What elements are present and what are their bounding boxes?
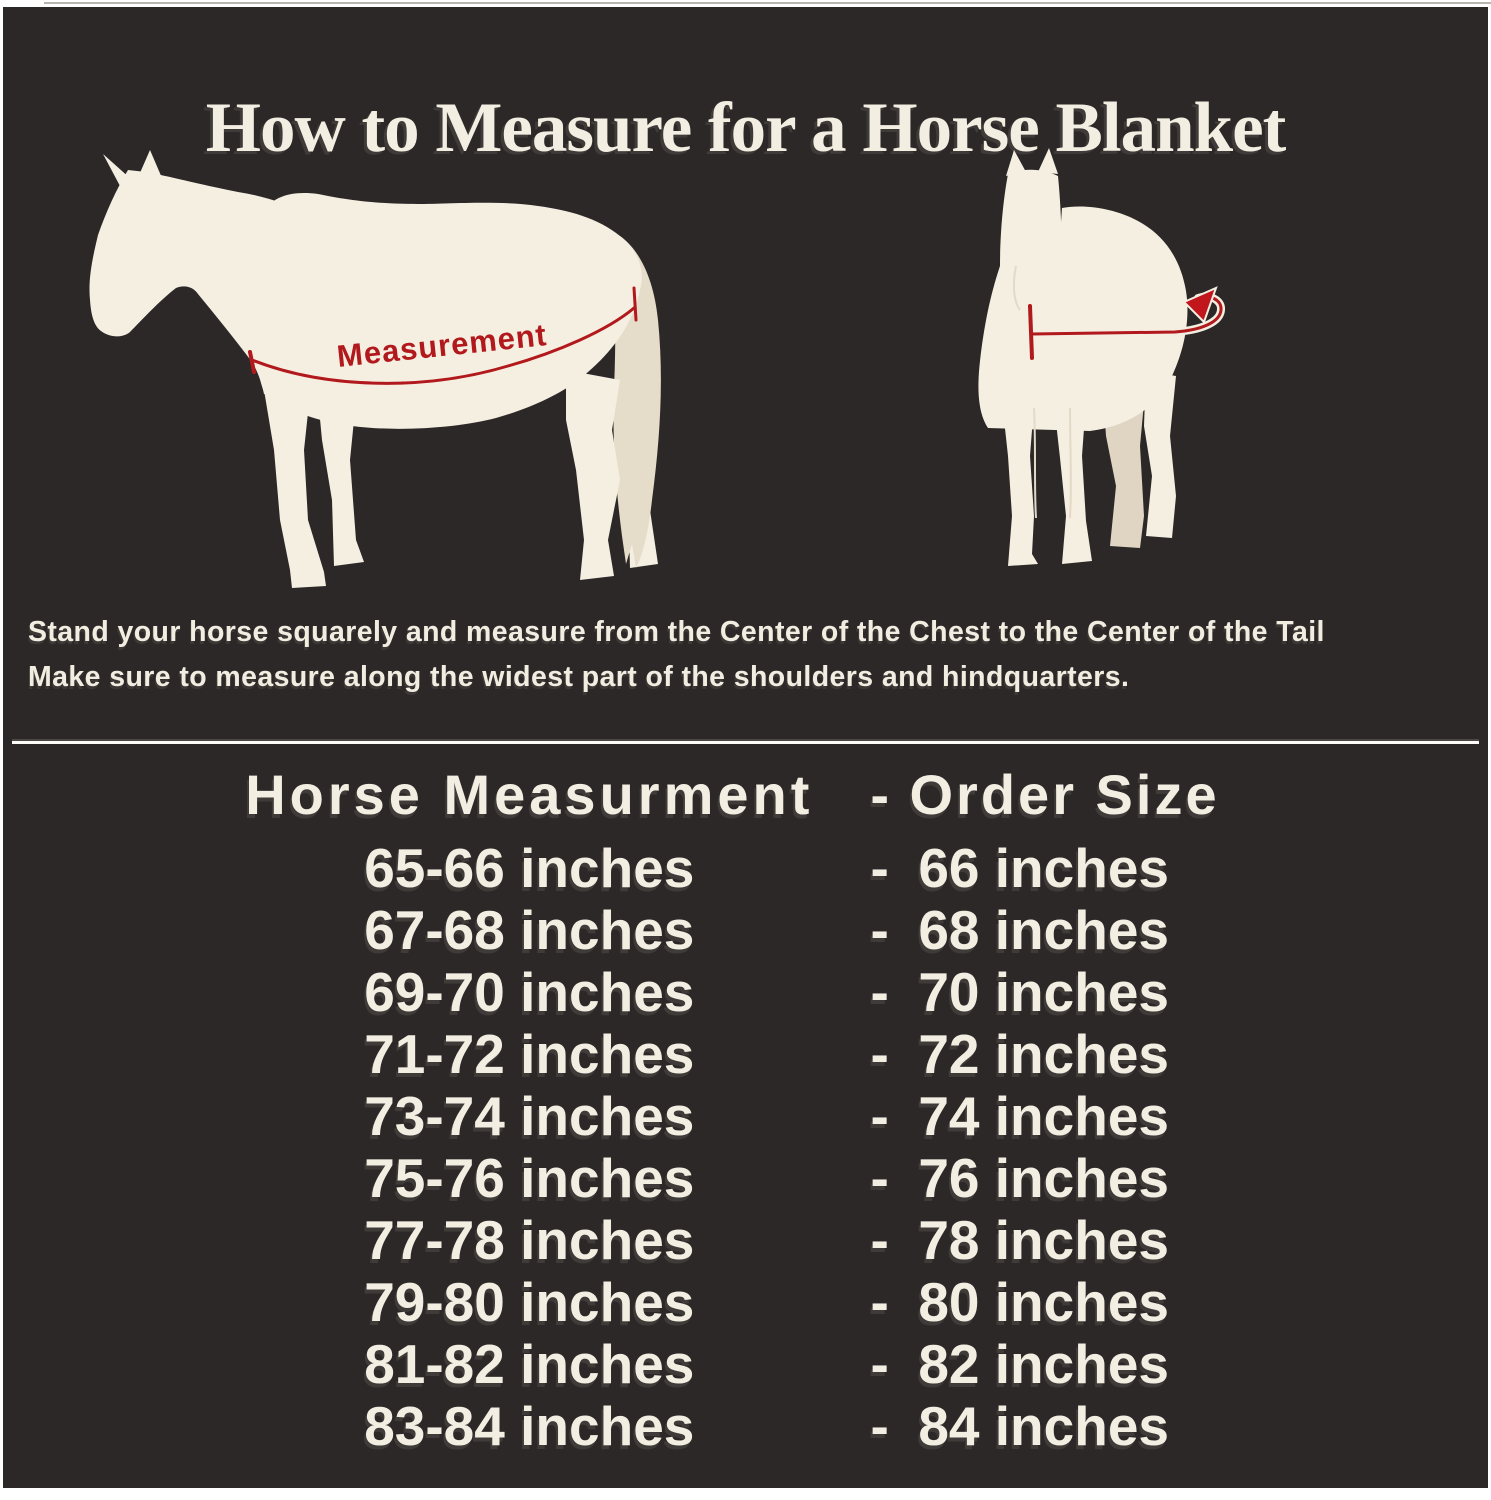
measurement-range: 83-84 inches (364, 1395, 695, 1457)
order-size: 76 inches (918, 1147, 1170, 1209)
section-divider-line (12, 739, 1479, 744)
horse-body (978, 206, 1188, 431)
front-view-horse-illustration (978, 148, 1225, 566)
measurement-range: 81-82 inches (364, 1333, 695, 1395)
row-separator: - (870, 1209, 889, 1271)
row-separator: - (870, 961, 889, 1023)
horse-far-front-leg (318, 398, 364, 566)
measurement-line (250, 306, 636, 385)
horse-front-leg (1002, 401, 1038, 566)
measurement-end-tick (632, 286, 638, 322)
table-body: 65-66 inches - 66 inches 67-68 inches - … (0, 836, 1491, 1457)
horse-hind-leg (1144, 371, 1176, 538)
sizing-table: Horse Measurment - Order Size 65-66 inch… (0, 752, 1491, 1458)
page-title: How to Measure for a Horse Blanket (205, 88, 1287, 167)
row-separator: - (870, 837, 889, 899)
measurement-range: 71-72 inches (364, 1023, 695, 1085)
table-row: 73-74 inches - 74 inches (0, 1084, 1491, 1147)
row-separator: - (870, 899, 889, 961)
order-size: 80 inches (918, 1271, 1170, 1333)
order-size: 68 inches (918, 899, 1170, 961)
instructions-text: Stand your horse squarely and measure fr… (28, 610, 1468, 700)
header-separator: - (870, 762, 889, 826)
measurement-range: 75-76 inches (364, 1147, 695, 1209)
order-size: 84 inches (918, 1395, 1170, 1457)
table-row: 75-76 inches - 76 inches (0, 1146, 1491, 1209)
measurement-range: 73-74 inches (364, 1085, 695, 1147)
instructions-line-1: Stand your horse squarely and measure fr… (28, 616, 1325, 648)
measurement-range: 69-70 inches (364, 961, 695, 1023)
row-separator: - (870, 1023, 889, 1085)
girth-arrowhead (1182, 286, 1218, 324)
order-size: 70 inches (918, 961, 1170, 1023)
measurement-range: 65-66 inches (364, 837, 695, 899)
horse-near-hind-leg (566, 370, 620, 580)
horse-front-leg (1054, 401, 1092, 564)
order-size: 74 inches (918, 1085, 1170, 1147)
measurement-range: 67-68 inches (364, 899, 695, 961)
table-header-row: Horse Measurment - Order Size (0, 752, 1491, 836)
row-separator: - (870, 1333, 889, 1395)
row-separator: - (870, 1395, 889, 1457)
instructions-line-2: Make sure to measure along the widest pa… (28, 661, 1130, 693)
horse-inner-contour (1012, 265, 1072, 519)
order-size: 78 inches (918, 1209, 1170, 1271)
measurement-start-tick (248, 350, 256, 374)
girth-start-tick (1028, 304, 1034, 360)
measurement-range: 77-78 inches (364, 1209, 695, 1271)
table-row: 77-78 inches - 78 inches (0, 1208, 1491, 1271)
order-size: 72 inches (918, 1023, 1170, 1085)
table-row: 67-68 inches - 68 inches (0, 898, 1491, 961)
order-size: 82 inches (918, 1333, 1170, 1395)
header-horse-measurement: Horse Measurment (245, 762, 814, 826)
horse-near-front-leg (264, 390, 326, 588)
side-view-horse-illustration: Measurement (89, 150, 661, 588)
measurement-range: 79-80 inches (364, 1271, 695, 1333)
table-row: 81-82 inches - 82 inches (0, 1332, 1491, 1395)
table-row: 71-72 inches - 72 inches (0, 1022, 1491, 1085)
row-separator: - (870, 1271, 889, 1333)
horse-ear (1006, 150, 1026, 176)
header-order-size: Order Size (909, 762, 1220, 826)
horse-body (251, 193, 642, 429)
top-edge-hairline (44, 2, 1491, 4)
horse-ear (1038, 148, 1058, 174)
order-size: 66 inches (918, 837, 1170, 899)
row-separator: - (870, 1147, 889, 1209)
row-separator: - (870, 1085, 889, 1147)
horse-head (997, 169, 1063, 328)
table-row: 69-70 inches - 70 inches (0, 960, 1491, 1023)
table-row: 83-84 inches - 84 inches (0, 1394, 1491, 1457)
table-row: 65-66 inches - 66 inches (0, 836, 1491, 899)
table-row: 79-80 inches - 80 inches (0, 1270, 1491, 1333)
